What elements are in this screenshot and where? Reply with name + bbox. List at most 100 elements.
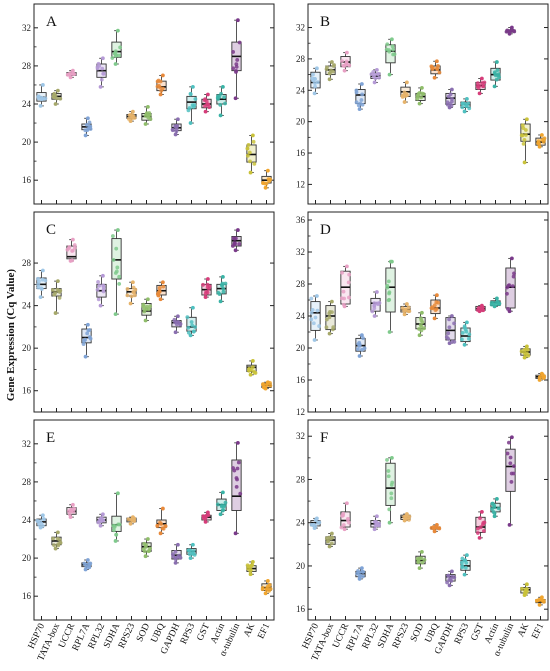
data-point bbox=[331, 69, 335, 74]
data-point-max bbox=[434, 293, 439, 298]
data-point-max bbox=[145, 297, 150, 302]
y-tick-label: 32 bbox=[296, 247, 305, 257]
data-point bbox=[82, 338, 86, 343]
data-point bbox=[327, 315, 332, 320]
data-point bbox=[541, 598, 546, 603]
data-point-min bbox=[372, 80, 377, 85]
data-point bbox=[52, 543, 56, 548]
data-point bbox=[155, 524, 160, 528]
data-point bbox=[445, 580, 449, 585]
data-point bbox=[193, 97, 198, 101]
data-point-max bbox=[70, 68, 75, 73]
data-point bbox=[101, 289, 106, 294]
data-point bbox=[460, 101, 465, 106]
data-point-max bbox=[419, 549, 424, 554]
data-point bbox=[66, 246, 71, 251]
box-sod bbox=[141, 104, 153, 126]
data-point-max bbox=[434, 522, 439, 527]
data-point bbox=[404, 91, 409, 96]
data-point-max bbox=[419, 310, 424, 315]
data-point bbox=[437, 70, 442, 75]
data-point bbox=[492, 71, 497, 76]
data-point bbox=[509, 480, 514, 484]
data-point bbox=[58, 540, 63, 545]
data-point-min bbox=[477, 535, 482, 540]
data-point-max bbox=[524, 582, 529, 587]
data-point bbox=[101, 518, 106, 523]
data-point-min bbox=[68, 515, 73, 520]
data-point bbox=[490, 501, 495, 506]
data-point-min bbox=[83, 133, 88, 138]
data-point-min bbox=[492, 304, 497, 309]
data-point-max bbox=[190, 84, 195, 89]
data-point bbox=[430, 67, 435, 71]
data-point bbox=[191, 549, 196, 553]
data-point-max bbox=[479, 509, 484, 514]
data-point-min bbox=[173, 330, 178, 335]
data-point bbox=[482, 520, 487, 525]
data-point-max bbox=[175, 117, 180, 122]
data-point-min bbox=[158, 531, 163, 536]
y-tick-label: 20 bbox=[296, 343, 306, 353]
data-point-min bbox=[218, 299, 223, 304]
data-point-min bbox=[477, 309, 482, 314]
data-point bbox=[186, 325, 191, 330]
data-point bbox=[50, 288, 55, 292]
box-rpl7a bbox=[81, 558, 93, 572]
data-point-max bbox=[539, 595, 544, 600]
data-point bbox=[161, 284, 166, 289]
data-point bbox=[267, 589, 271, 593]
data-point bbox=[249, 567, 253, 572]
box-ak bbox=[519, 344, 531, 360]
data-point bbox=[506, 440, 511, 445]
data-point bbox=[316, 521, 320, 525]
data-point-max bbox=[220, 274, 225, 279]
data-point bbox=[510, 284, 515, 289]
data-point-max bbox=[145, 537, 150, 541]
panel-letter: F bbox=[320, 430, 328, 446]
data-point-max bbox=[85, 322, 90, 327]
data-point bbox=[252, 370, 257, 375]
data-point bbox=[512, 464, 516, 468]
box-uccr bbox=[339, 264, 352, 309]
data-point bbox=[402, 309, 407, 314]
data-point-max bbox=[389, 37, 394, 42]
data-point-max bbox=[115, 228, 120, 232]
box-gst bbox=[475, 303, 486, 314]
data-point bbox=[478, 525, 483, 530]
box-rps3 bbox=[186, 542, 197, 560]
data-point-max bbox=[494, 296, 499, 301]
data-point bbox=[452, 321, 456, 326]
data-point bbox=[113, 49, 118, 54]
data-point-max bbox=[314, 66, 319, 71]
data-point-max bbox=[40, 513, 45, 518]
data-point bbox=[464, 561, 469, 565]
data-point bbox=[174, 127, 179, 132]
data-point bbox=[508, 461, 513, 466]
box-rpl7a bbox=[355, 333, 367, 358]
box-sod bbox=[415, 549, 427, 571]
x-category-label: EF1 bbox=[256, 622, 272, 641]
data-point bbox=[360, 569, 364, 574]
data-point-max bbox=[55, 530, 60, 535]
data-point bbox=[315, 308, 320, 313]
data-point-min bbox=[53, 546, 58, 551]
y-tick-label: 16 bbox=[296, 148, 306, 158]
data-point bbox=[520, 123, 525, 128]
box-hsp70 bbox=[36, 83, 48, 108]
data-point bbox=[523, 128, 528, 132]
data-point bbox=[41, 517, 46, 522]
data-point bbox=[116, 522, 121, 527]
panel-frame bbox=[33, 211, 275, 413]
data-point-max bbox=[524, 344, 529, 349]
box-hsp70 bbox=[309, 294, 322, 342]
data-point-max bbox=[55, 88, 60, 93]
data-point-max bbox=[344, 50, 349, 55]
data-point-max bbox=[509, 25, 514, 30]
data-point-min bbox=[447, 341, 452, 346]
box-ef1 bbox=[535, 133, 547, 149]
data-point bbox=[56, 543, 61, 548]
data-point bbox=[36, 94, 41, 99]
data-point bbox=[204, 513, 209, 518]
data-point-min bbox=[248, 572, 253, 577]
